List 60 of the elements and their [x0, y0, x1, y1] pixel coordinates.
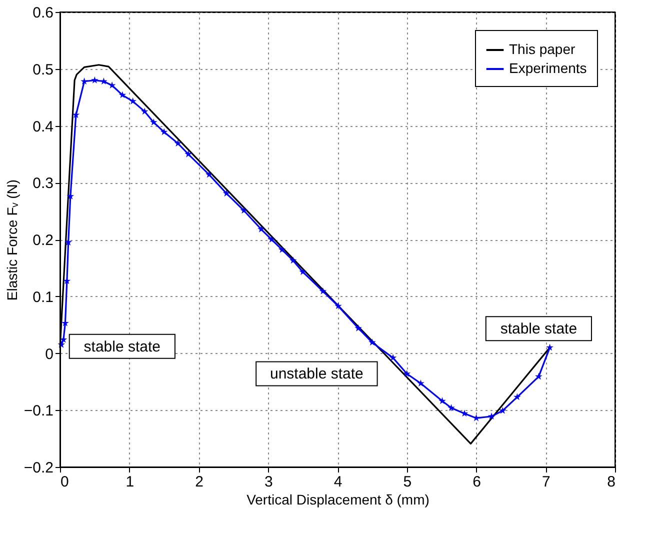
- annotation: stable state: [84, 338, 161, 356]
- point: [160, 128, 168, 136]
- point: [72, 111, 80, 118]
- x-tick-label: 0: [60, 474, 69, 490]
- point: [108, 81, 116, 89]
- point: [498, 406, 506, 414]
- x-tick-label: 4: [334, 474, 342, 490]
- annotation: stable state: [500, 320, 578, 338]
- point: [448, 404, 455, 411]
- point: [278, 246, 286, 253]
- point: [268, 236, 276, 243]
- x-tick-label: 8: [607, 474, 616, 490]
- point: [258, 225, 265, 232]
- y-tick-label: 0.2: [32, 232, 54, 249]
- point: [205, 170, 213, 178]
- point: [403, 370, 411, 377]
- point: [150, 118, 158, 126]
- annotation: unstable state: [270, 366, 364, 383]
- x-axis-title: Vertical Displacement δ (mm): [246, 492, 430, 508]
- y-tick-label: 0.4: [32, 118, 54, 136]
- x-tick-label: 2: [195, 474, 204, 490]
- point: [319, 287, 327, 294]
- point: [488, 412, 496, 420]
- y-tick-label: 0.5: [32, 61, 54, 78]
- point: [438, 397, 446, 404]
- y-axis-title: Elastic Force Fᵥ (N): [4, 179, 20, 301]
- point: [118, 91, 126, 98]
- legend-label: Experiments: [509, 60, 587, 76]
- y-tick-label: −0.2: [24, 460, 54, 476]
- point: [91, 76, 98, 84]
- point: [80, 78, 88, 85]
- y-tick-label: −0.1: [24, 402, 54, 420]
- point: [417, 380, 424, 387]
- point: [460, 410, 468, 417]
- point: [222, 190, 230, 197]
- point: [100, 78, 108, 85]
- point: [140, 108, 148, 115]
- point: [240, 206, 248, 214]
- y-tick-label: 0: [45, 346, 54, 363]
- legend-label: This paper: [509, 41, 576, 57]
- point: [174, 140, 182, 147]
- point: [289, 256, 297, 264]
- point: [129, 97, 137, 104]
- point: [368, 338, 376, 346]
- x-tick-label: 1: [126, 474, 134, 490]
- point: [184, 150, 192, 158]
- y-tick-label: 0.6: [32, 4, 54, 22]
- point: [389, 354, 397, 361]
- point: [299, 268, 306, 276]
- point: [514, 393, 521, 400]
- y-tick-label: 0.1: [32, 288, 54, 306]
- x-tick-label: 5: [403, 474, 412, 490]
- point: [546, 344, 554, 351]
- x-tick-label: 6: [472, 474, 481, 490]
- x-tick-label: 7: [542, 474, 550, 490]
- y-tick-label: 0.3: [32, 175, 54, 192]
- x-tick-label: 3: [264, 474, 273, 490]
- point: [535, 372, 542, 380]
- point: [334, 302, 342, 310]
- point: [354, 324, 362, 332]
